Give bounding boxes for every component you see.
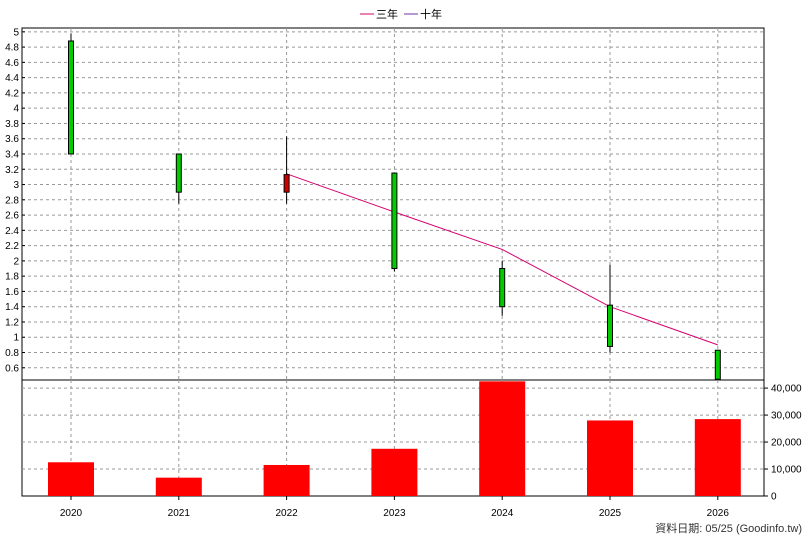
volume-bar-2021 bbox=[155, 477, 202, 496]
price-tick-label: 1.8 bbox=[5, 272, 19, 283]
price-tick-label: 2.4 bbox=[5, 226, 19, 237]
price-tick-label: 4.6 bbox=[5, 58, 19, 69]
candle-body-2022 bbox=[283, 174, 290, 193]
price-tick-label: 0.6 bbox=[5, 363, 19, 374]
data-date-footer: 資料日期: 05/25 (Goodinfo.tw) bbox=[655, 523, 802, 535]
price-tick-label: 2 bbox=[13, 256, 19, 267]
volume-bar-2023 bbox=[371, 448, 418, 496]
volume-tick-label: 20,000 bbox=[771, 438, 802, 449]
volume-tick-label: 40,000 bbox=[771, 384, 802, 395]
legend-label-ten-year: 十年 bbox=[420, 7, 442, 21]
price-tick-label: 1.4 bbox=[5, 302, 19, 313]
price-tick-label: 4 bbox=[13, 104, 19, 115]
x-tick-label-2023: 2023 bbox=[383, 508, 406, 519]
price-gridlines bbox=[22, 28, 764, 380]
legend-label-three-year: 三年 bbox=[376, 7, 398, 21]
volume-bars bbox=[48, 381, 741, 496]
price-y-axis: 0.6 0.8 1 1.2 1.4 1.6 1.8 2 2.2 2.4 2.6 2.8 3 3.2 3.4 3… bbox=[5, 27, 25, 374]
volume-bar-2020 bbox=[48, 462, 94, 496]
candle-body-2025 bbox=[607, 304, 613, 347]
price-tick-label: 4.4 bbox=[5, 73, 19, 84]
x-axis: 2020 2021 2022 2023 2024 2025 2026 bbox=[60, 496, 729, 519]
volume-y-axis: 0 10,000 20,000 30,000 40,000 bbox=[764, 384, 802, 503]
volume-bar-2022 bbox=[263, 464, 310, 496]
volume-tick-label: 0 bbox=[771, 492, 777, 503]
three-year-ma-line bbox=[286, 173, 718, 346]
x-tick-label-2022: 2022 bbox=[275, 508, 298, 519]
volume-panel: 0 10,000 20,000 30,000 40,000 bbox=[21, 379, 802, 503]
candlesticks bbox=[68, 33, 721, 380]
price-tick-label: 4.8 bbox=[5, 43, 19, 54]
price-tick-label: 2.8 bbox=[5, 195, 19, 206]
candle-body-2023 bbox=[391, 172, 398, 270]
price-tick-label: 1.6 bbox=[5, 287, 19, 298]
three-year-ma-polyline bbox=[286, 173, 718, 346]
x-tick-label-2025: 2025 bbox=[599, 508, 622, 519]
candle-body-2020 bbox=[68, 40, 74, 155]
price-tick-label: 0.8 bbox=[5, 348, 19, 359]
price-tick-label: 1 bbox=[13, 333, 19, 344]
price-tick-label: 4.2 bbox=[5, 88, 19, 99]
volume-bar-2024 bbox=[479, 381, 526, 496]
price-panel: 0.6 0.8 1 1.2 1.4 1.6 1.8 2 2.2 2.4 2.6 2.8 3 3.2 3.4 3… bbox=[5, 27, 765, 381]
volume-bar-2025 bbox=[587, 420, 633, 496]
x-tick-label-2020: 2020 bbox=[60, 508, 83, 519]
price-tick-label: 3.4 bbox=[5, 149, 19, 160]
price-tick-label: 2.2 bbox=[5, 241, 19, 252]
volume-bar-2026 bbox=[694, 419, 741, 496]
volume-tick-label: 10,000 bbox=[771, 465, 802, 476]
price-tick-label: 3.8 bbox=[5, 119, 19, 130]
price-tick-label: 2.6 bbox=[5, 211, 19, 222]
x-tick-label-2024: 2024 bbox=[491, 508, 514, 519]
legend: 三年 十年 bbox=[360, 7, 442, 21]
volume-tick-label: 30,000 bbox=[771, 411, 802, 422]
candle-body-2024 bbox=[499, 268, 506, 308]
candle-body-2021 bbox=[175, 153, 182, 193]
price-tick-label: 5 bbox=[13, 27, 19, 38]
price-tick-label: 3 bbox=[13, 180, 19, 191]
x-tick-label-2026: 2026 bbox=[707, 508, 730, 519]
x-tick-label-2021: 2021 bbox=[168, 508, 191, 519]
price-tick-label: 3.6 bbox=[5, 134, 19, 145]
price-tick-label: 1.2 bbox=[5, 317, 19, 328]
candle-body-2026 bbox=[714, 349, 721, 380]
price-tick-label: 3.2 bbox=[5, 165, 19, 176]
